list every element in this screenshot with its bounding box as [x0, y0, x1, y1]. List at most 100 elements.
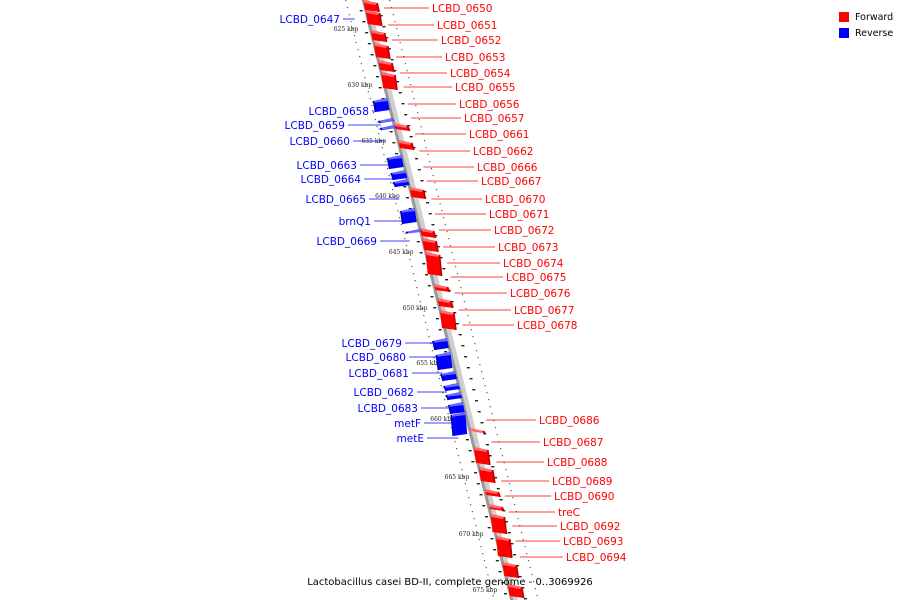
forward-gene-side [450, 300, 454, 309]
guide-dot [492, 595, 494, 597]
guide-dot [468, 322, 471, 324]
reverse-gene-side [379, 127, 383, 131]
forward-gene-label: LCBD_0661 [469, 129, 529, 141]
reverse-gene-side [445, 394, 449, 401]
guide-dot [430, 168, 433, 170]
guide-dot [381, 147, 383, 149]
reverse-gene-label: brnQ1 [339, 216, 371, 228]
guide-dot [457, 455, 460, 457]
minor-tick [401, 103, 405, 105]
guide-dot [399, 42, 401, 44]
forward-gene-side [503, 516, 508, 535]
guide-dot [491, 413, 493, 415]
reverse-gene-side [399, 210, 404, 225]
forward-gene-top [490, 514, 505, 519]
reverse-gene-side [405, 231, 409, 234]
forward-gene-label: LCBD_0674 [503, 258, 564, 270]
guide-dot [527, 560, 530, 562]
forward-gene-label: LCBD_0666 [477, 162, 538, 174]
guide-dot [390, 182, 392, 184]
guide-dot [461, 469, 463, 471]
minor-tick [504, 521, 508, 523]
tick-label: 675 kbp [473, 587, 498, 594]
guide-dot [406, 70, 408, 72]
minor-tick [378, 87, 382, 89]
minor-tick [472, 389, 476, 391]
forward-gene-top [425, 252, 440, 257]
reverse-gene-top [446, 402, 464, 407]
reverse-gene-side [448, 404, 452, 415]
tick-label: 640 kbp [375, 193, 400, 200]
minor-tick [381, 98, 385, 100]
minor-tick [485, 444, 489, 446]
forward-gene-top [365, 10, 380, 15]
forward-gene-label: LCBD_0656 [459, 99, 520, 111]
reverse-gene-side [432, 340, 436, 351]
guide-dot [419, 301, 421, 303]
forward-gene-top [439, 310, 454, 315]
forward-gene-label: treC [558, 507, 580, 519]
guide-dot [444, 399, 446, 401]
guide-dot [493, 420, 495, 422]
minor-tick [479, 494, 483, 496]
reverse-gene-label: LCBD_0658 [309, 106, 369, 118]
minor-tick [455, 323, 459, 325]
guide-dot [396, 28, 398, 30]
guide-dot [482, 378, 485, 380]
forward-gene-label: LCBD_0654 [450, 68, 511, 80]
guide-dot [388, 175, 390, 177]
forward-gene-side [509, 538, 513, 559]
guide-dot [436, 189, 438, 191]
guide-dot [405, 245, 408, 247]
minor-tick [427, 285, 431, 287]
guide-dot [466, 490, 468, 492]
guide-dot [501, 455, 504, 457]
guide-dot [369, 98, 371, 100]
guide-dot [486, 392, 488, 394]
forward-gene-label: LCBD_0687 [543, 437, 603, 449]
guide-dot [444, 224, 446, 226]
guide-dot [456, 448, 458, 450]
guide-dot [423, 315, 425, 317]
guide-dot [438, 378, 441, 380]
guide-dot [477, 357, 479, 359]
forward-gene-label: LCBD_0652 [441, 35, 501, 47]
minor-tick [403, 186, 407, 188]
guide-dot [450, 427, 453, 429]
forward-gene-top [363, 0, 378, 5]
forward-gene-label: LCBD_0670 [485, 194, 545, 206]
guide-dot [434, 182, 436, 184]
minor-tick [436, 246, 440, 248]
guide-dot [455, 266, 457, 268]
guide-dot [401, 49, 403, 51]
guide-dot [418, 119, 420, 121]
forward-gene-top [473, 447, 488, 452]
guide-dot [464, 483, 466, 485]
guide-dot [463, 301, 465, 303]
forward-gene-top [373, 43, 388, 48]
reverse-gene [436, 352, 453, 370]
minor-tick [387, 48, 391, 50]
guide-dot [467, 315, 469, 317]
forward-gene-label: LCBD_0690 [554, 491, 614, 503]
guide-dot [508, 483, 510, 485]
minor-tick [439, 257, 443, 259]
guide-dot [469, 504, 472, 506]
guide-dot [404, 238, 406, 240]
guide-dot [475, 525, 477, 527]
guide-dot [386, 168, 389, 170]
minor-tick [450, 301, 454, 303]
guide-dot [374, 119, 376, 121]
minor-tick [416, 241, 420, 243]
minor-tick [430, 296, 434, 298]
guide-dot [357, 49, 359, 51]
reverse-gene-label: LCBD_0647 [280, 14, 340, 26]
minor-tick [507, 532, 511, 534]
minor-tick [474, 472, 478, 474]
guide-dot [449, 245, 452, 247]
guide-dot [394, 21, 396, 23]
forward-gene-label: LCBD_0651 [437, 20, 497, 32]
forward-gene-side [438, 254, 443, 277]
forward-gene-side [383, 32, 388, 43]
minor-tick [487, 527, 491, 529]
